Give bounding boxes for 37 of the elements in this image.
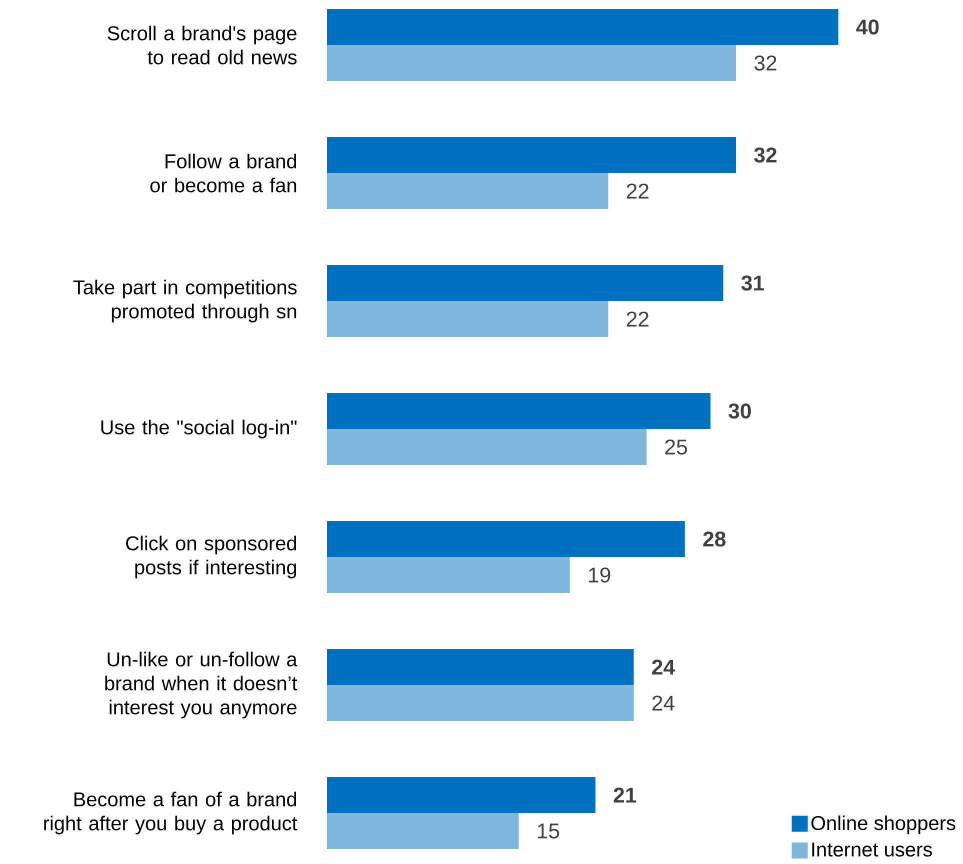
y-tick-label: Un-like or un-follow a brand when it doesn’t interest you anymore [105,652,298,718]
y-tick-label: Use the "social log-in" [101,420,296,438]
bar [327,9,838,46]
legend-label: Internet users [812,842,932,857]
bar [327,45,736,82]
bar [327,265,724,302]
data-label: 32 [754,147,776,163]
y-tick-label: Click on sponsored posts if interesting [126,536,296,578]
bar [327,685,634,722]
bar [327,813,519,850]
data-label: 24 [652,696,674,710]
bar [327,777,596,814]
bar [327,521,685,558]
bar [327,137,736,174]
y-tick-label: Follow a brand or become a fan [150,154,296,192]
data-label: 25 [665,440,687,455]
data-label: 40 [856,19,879,35]
data-label: 30 [728,403,751,419]
data-label: 24 [652,660,675,674]
legend-label: Online shoppers [811,815,956,834]
bar [327,301,608,338]
data-label: 32 [754,55,776,71]
bar [327,429,647,466]
bar [327,649,634,686]
data-label: 22 [626,184,648,198]
y-tick-label: Scroll a brand's page to read old news [108,26,297,64]
y-tick-label: Become a fan of a brand right after you buy a product [44,792,298,834]
data-label: 31 [741,275,764,291]
data-label: 28 [703,532,726,547]
bar [327,393,710,430]
bar [327,557,570,594]
bar [327,173,608,210]
data-label: 21 [614,788,636,802]
y-tick-label: Take part in competitions promoted through sn [73,280,297,322]
data-label: 19 [589,568,610,583]
data-label: 15 [538,824,560,838]
data-label: 22 [626,312,648,326]
